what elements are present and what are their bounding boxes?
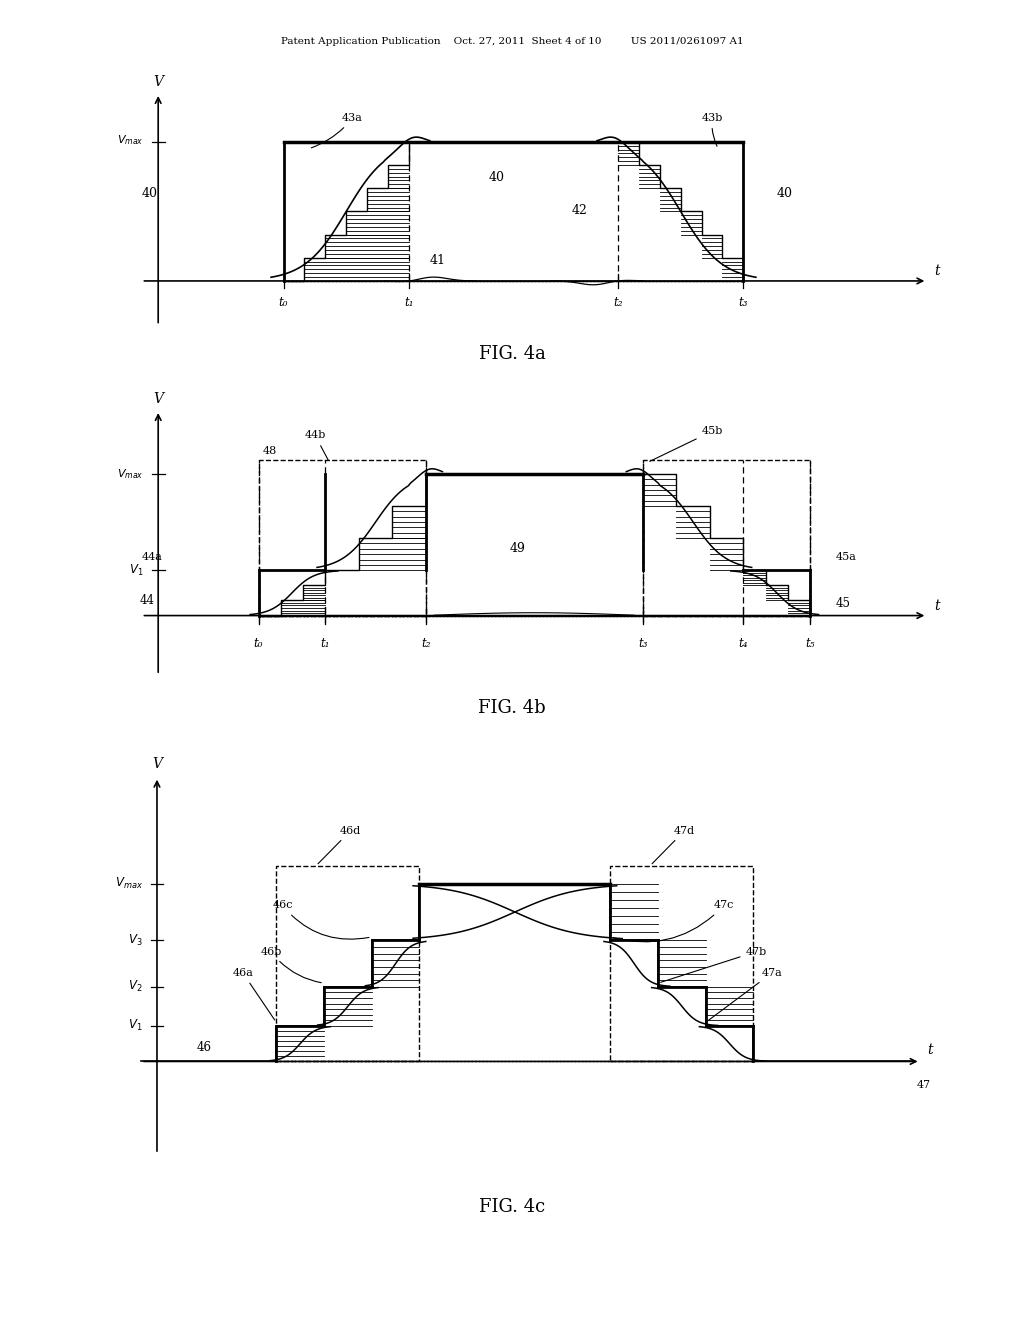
Text: t: t bbox=[934, 264, 940, 279]
Text: t₁: t₁ bbox=[404, 296, 414, 309]
Text: $V_3$: $V_3$ bbox=[128, 933, 142, 948]
Text: t₁: t₁ bbox=[321, 636, 330, 649]
Text: 42: 42 bbox=[572, 205, 588, 218]
Text: t₀: t₀ bbox=[279, 296, 289, 309]
Text: $V_{max}$: $V_{max}$ bbox=[117, 133, 143, 148]
Text: 44b: 44b bbox=[304, 430, 329, 461]
Text: $V_1$: $V_1$ bbox=[128, 1018, 142, 1034]
Text: 46b: 46b bbox=[260, 946, 322, 982]
Text: 40: 40 bbox=[141, 187, 158, 201]
Text: t₅: t₅ bbox=[806, 636, 815, 649]
Text: 46c: 46c bbox=[272, 900, 369, 940]
Text: 44: 44 bbox=[140, 594, 155, 607]
Text: 45b: 45b bbox=[649, 426, 723, 462]
Text: 40: 40 bbox=[777, 187, 793, 201]
Text: V: V bbox=[154, 75, 163, 88]
Text: $V_1$: $V_1$ bbox=[129, 562, 143, 578]
Text: $V_{max}$: $V_{max}$ bbox=[117, 467, 143, 480]
Text: $V_{max}$: $V_{max}$ bbox=[115, 876, 142, 891]
Text: 43a: 43a bbox=[311, 114, 362, 148]
Text: 49: 49 bbox=[509, 541, 525, 554]
Text: 46d: 46d bbox=[318, 826, 361, 863]
Text: 47a: 47a bbox=[708, 968, 782, 1020]
Text: FIG. 4c: FIG. 4c bbox=[479, 1197, 545, 1216]
Text: 46: 46 bbox=[197, 1040, 212, 1053]
Text: 41: 41 bbox=[430, 255, 445, 267]
Text: Patent Application Publication    Oct. 27, 2011  Sheet 4 of 10         US 2011/0: Patent Application Publication Oct. 27, … bbox=[281, 37, 743, 46]
Text: t₄: t₄ bbox=[738, 636, 749, 649]
Text: 47: 47 bbox=[916, 1080, 931, 1090]
Text: $V_2$: $V_2$ bbox=[128, 979, 142, 994]
Text: 48: 48 bbox=[263, 446, 276, 457]
Text: t₂: t₂ bbox=[613, 296, 623, 309]
Text: 46a: 46a bbox=[232, 968, 274, 1020]
Text: t₃: t₃ bbox=[738, 296, 749, 309]
Text: FIG. 4a: FIG. 4a bbox=[478, 345, 546, 363]
Text: t: t bbox=[927, 1043, 933, 1057]
Text: 47d: 47d bbox=[652, 826, 695, 863]
Text: t: t bbox=[934, 599, 940, 612]
Text: 40: 40 bbox=[488, 170, 505, 183]
Text: 44a: 44a bbox=[141, 552, 163, 562]
Text: V: V bbox=[152, 758, 162, 771]
Text: FIG. 4b: FIG. 4b bbox=[478, 698, 546, 717]
Text: 45: 45 bbox=[836, 597, 850, 610]
Text: 43b: 43b bbox=[701, 114, 723, 147]
Text: t₃: t₃ bbox=[638, 636, 648, 649]
Text: 47b: 47b bbox=[660, 946, 767, 982]
Text: t₀: t₀ bbox=[254, 636, 263, 649]
Text: 45a: 45a bbox=[836, 552, 856, 562]
Text: t₂: t₂ bbox=[421, 636, 430, 649]
Text: 47c: 47c bbox=[613, 900, 734, 942]
Text: V: V bbox=[154, 392, 163, 407]
